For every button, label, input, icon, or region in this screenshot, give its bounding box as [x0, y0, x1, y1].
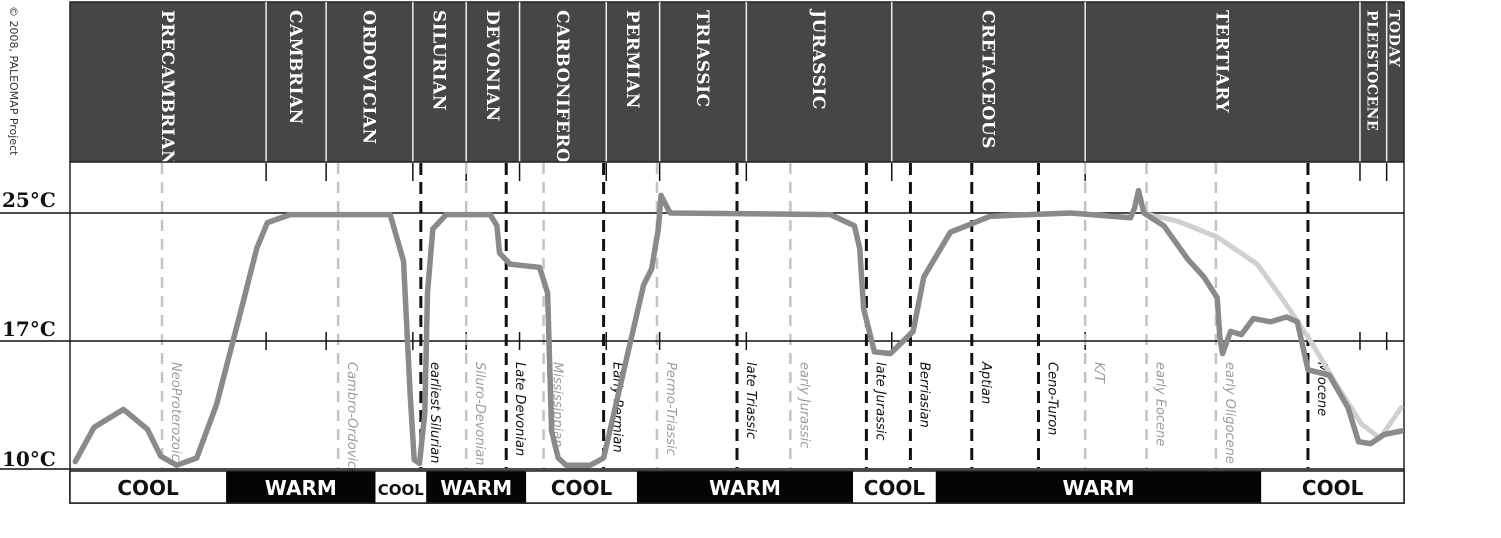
period-header-band: [70, 2, 1404, 162]
event-label: Aptian: [978, 361, 993, 404]
event-label: late Triassic: [743, 362, 758, 439]
event-label: Cambro-Ordovician: [344, 362, 359, 488]
phase-segment: [526, 471, 637, 503]
y-label-17c: 17°C: [2, 317, 56, 341]
event-label: NeoProterozoic: [168, 362, 183, 461]
phase-segment: [935, 471, 1262, 503]
phase-segment: [70, 471, 227, 503]
period-label: DEVONIAN: [482, 10, 502, 122]
y-label-25c: 25°C: [2, 188, 56, 212]
event-label: K/T: [1091, 362, 1106, 384]
event-label: early Oligocene: [1222, 362, 1237, 464]
event-label: earliest Silurian: [427, 362, 442, 463]
period-label: CRETACEOUS: [977, 10, 997, 149]
period-label: TODAY: [1385, 10, 1401, 68]
phase-layer: COOL WARM COOL WARM COOL WARM COOL WARM COOL: [69, 470, 1405, 504]
phase-label: COOL: [378, 481, 425, 499]
period-label: PRECAMBRIAN: [157, 10, 177, 166]
projected-temperature-curve: [1145, 212, 1404, 441]
event-label: Late Devonian: [512, 362, 527, 456]
copyright-text: © 2008, PALEOMAP Project: [7, 6, 20, 156]
phase-bar-border: [69, 470, 1405, 504]
period-label: CARBONIFEROUS: [552, 10, 572, 191]
period-label: TRIASSIC: [692, 10, 712, 108]
phase-segment: [853, 471, 936, 503]
phase-segment: [426, 471, 527, 503]
period-label: ORDOVICIAN: [358, 10, 378, 145]
phase-label: WARM: [709, 476, 781, 500]
phase-label: WARM: [1063, 476, 1135, 500]
phase-label: WARM: [440, 476, 512, 500]
event-label: early Eocene: [1153, 362, 1168, 446]
event-label: Permo-Triassic: [663, 362, 678, 456]
event-label: Siluro-Devonian: [472, 362, 487, 465]
copyright-svg: © 2008, PALEOMAP Project: [7, 6, 20, 156]
period-label: TERTIARY: [1212, 10, 1232, 113]
phase-label: COOL: [1302, 476, 1364, 500]
copyright-notice: © 2008, PALEOMAP Project: [6, 4, 20, 194]
period-layer: PRECAMBRIAN CAMBRIAN ORDOVICIAN SILURIAN DEV…: [157, 2, 1401, 350]
phase-segment: [375, 471, 427, 503]
event-label: early Jurassic: [796, 362, 811, 448]
phase-label: WARM: [265, 476, 337, 500]
temperature-curve: [72, 187, 1405, 468]
event-label: late Jurassic: [872, 362, 887, 441]
period-label: SILURIAN: [429, 10, 449, 111]
phase-segment: [226, 471, 376, 503]
event-label: Berriasian: [916, 362, 931, 428]
phase-label: COOL: [551, 476, 613, 500]
period-label: PLEISTOCENE: [1363, 10, 1379, 131]
y-label-10c: 10°C: [2, 447, 56, 471]
phase-label: COOL: [864, 476, 926, 500]
period-label: JURASSIC: [808, 8, 828, 110]
period-label: PERMIAN: [622, 10, 642, 109]
phase-segment: [1261, 471, 1404, 503]
curve-layer: [72, 187, 1405, 468]
event-label: Ceno-Turon: [1044, 362, 1059, 435]
phase-segment: [636, 471, 854, 503]
period-label: CAMBRIAN: [285, 10, 305, 125]
phase-label: COOL: [117, 476, 179, 500]
